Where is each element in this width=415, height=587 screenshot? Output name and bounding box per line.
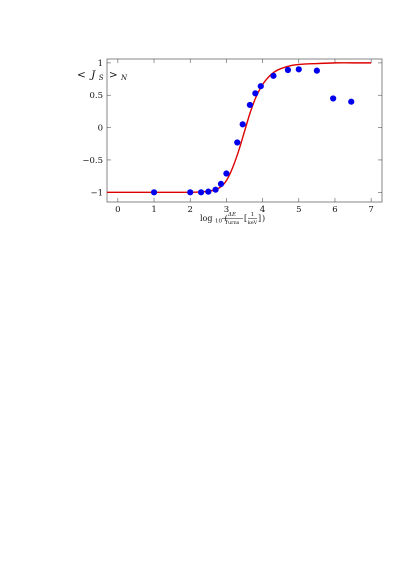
y-label-var: J [89,69,96,81]
y-label-gt: > [109,69,118,81]
y-axis-label: < J S > N [77,69,128,83]
x-label-inner-den: keV [248,220,258,226]
x-label-num: ΔE [227,212,236,218]
x-tick-label: 2 [188,205,193,215]
data-point [212,186,219,193]
data-point [223,170,230,177]
data-point [348,98,355,105]
y-axis-ticks: −1 −0.5 0 0.5 1 [82,59,382,198]
data-point [257,83,264,90]
x-label-inner-num: 1 [251,212,255,218]
x-axis-ticks: 0 1 2 3 4 5 6 7 [115,59,374,215]
data-point [197,189,205,196]
data-point [330,95,337,102]
data-point [217,180,225,187]
y-tick-label: 0.5 [89,91,103,101]
data-point [295,66,302,73]
y-label-var-sub: S [99,74,104,82]
x-tick-label: 5 [296,205,301,215]
y-label-lt: < [77,69,86,81]
y-tick-label: −0.5 [82,156,103,166]
svg-text:log 10 (: log 10 ( [200,214,228,225]
x-tick-label: 0 [115,205,120,215]
y-tick-label: 1 [98,59,103,69]
data-point [205,188,212,195]
data-point [150,189,158,196]
y-tick-label: 0 [98,124,103,134]
data-point [313,67,320,74]
fit-curve [106,62,372,194]
data-point [234,139,241,146]
data-point [284,66,292,74]
x-tick-label: 3 [224,205,229,215]
plot-frame [106,58,383,203]
x-label-inner-open: [ [244,214,247,223]
x-axis-label: log 10 ( ΔE Turns [ 1 keV ] ) [200,212,265,226]
x-tick-label: 1 [151,205,156,215]
x-label-close: ) [262,214,265,223]
x-tick-label: 7 [368,205,373,215]
y-tick-label: −1 [90,188,103,198]
x-label-den: Turns [225,220,240,226]
x-label-log-sub: 10 [215,219,222,225]
data-point [187,189,194,196]
x-label-inner-close: ] [258,214,261,223]
data-points-layer [150,66,355,196]
fit-curve-layer [106,62,372,194]
y-label-gt-sub: N [120,74,128,82]
data-point [246,101,254,109]
data-point [270,72,277,79]
x-tick-label: 4 [260,205,265,215]
data-point [239,121,246,128]
data-point [252,90,259,97]
x-label-log: log [200,214,213,223]
x-tick-label: 6 [332,205,337,215]
